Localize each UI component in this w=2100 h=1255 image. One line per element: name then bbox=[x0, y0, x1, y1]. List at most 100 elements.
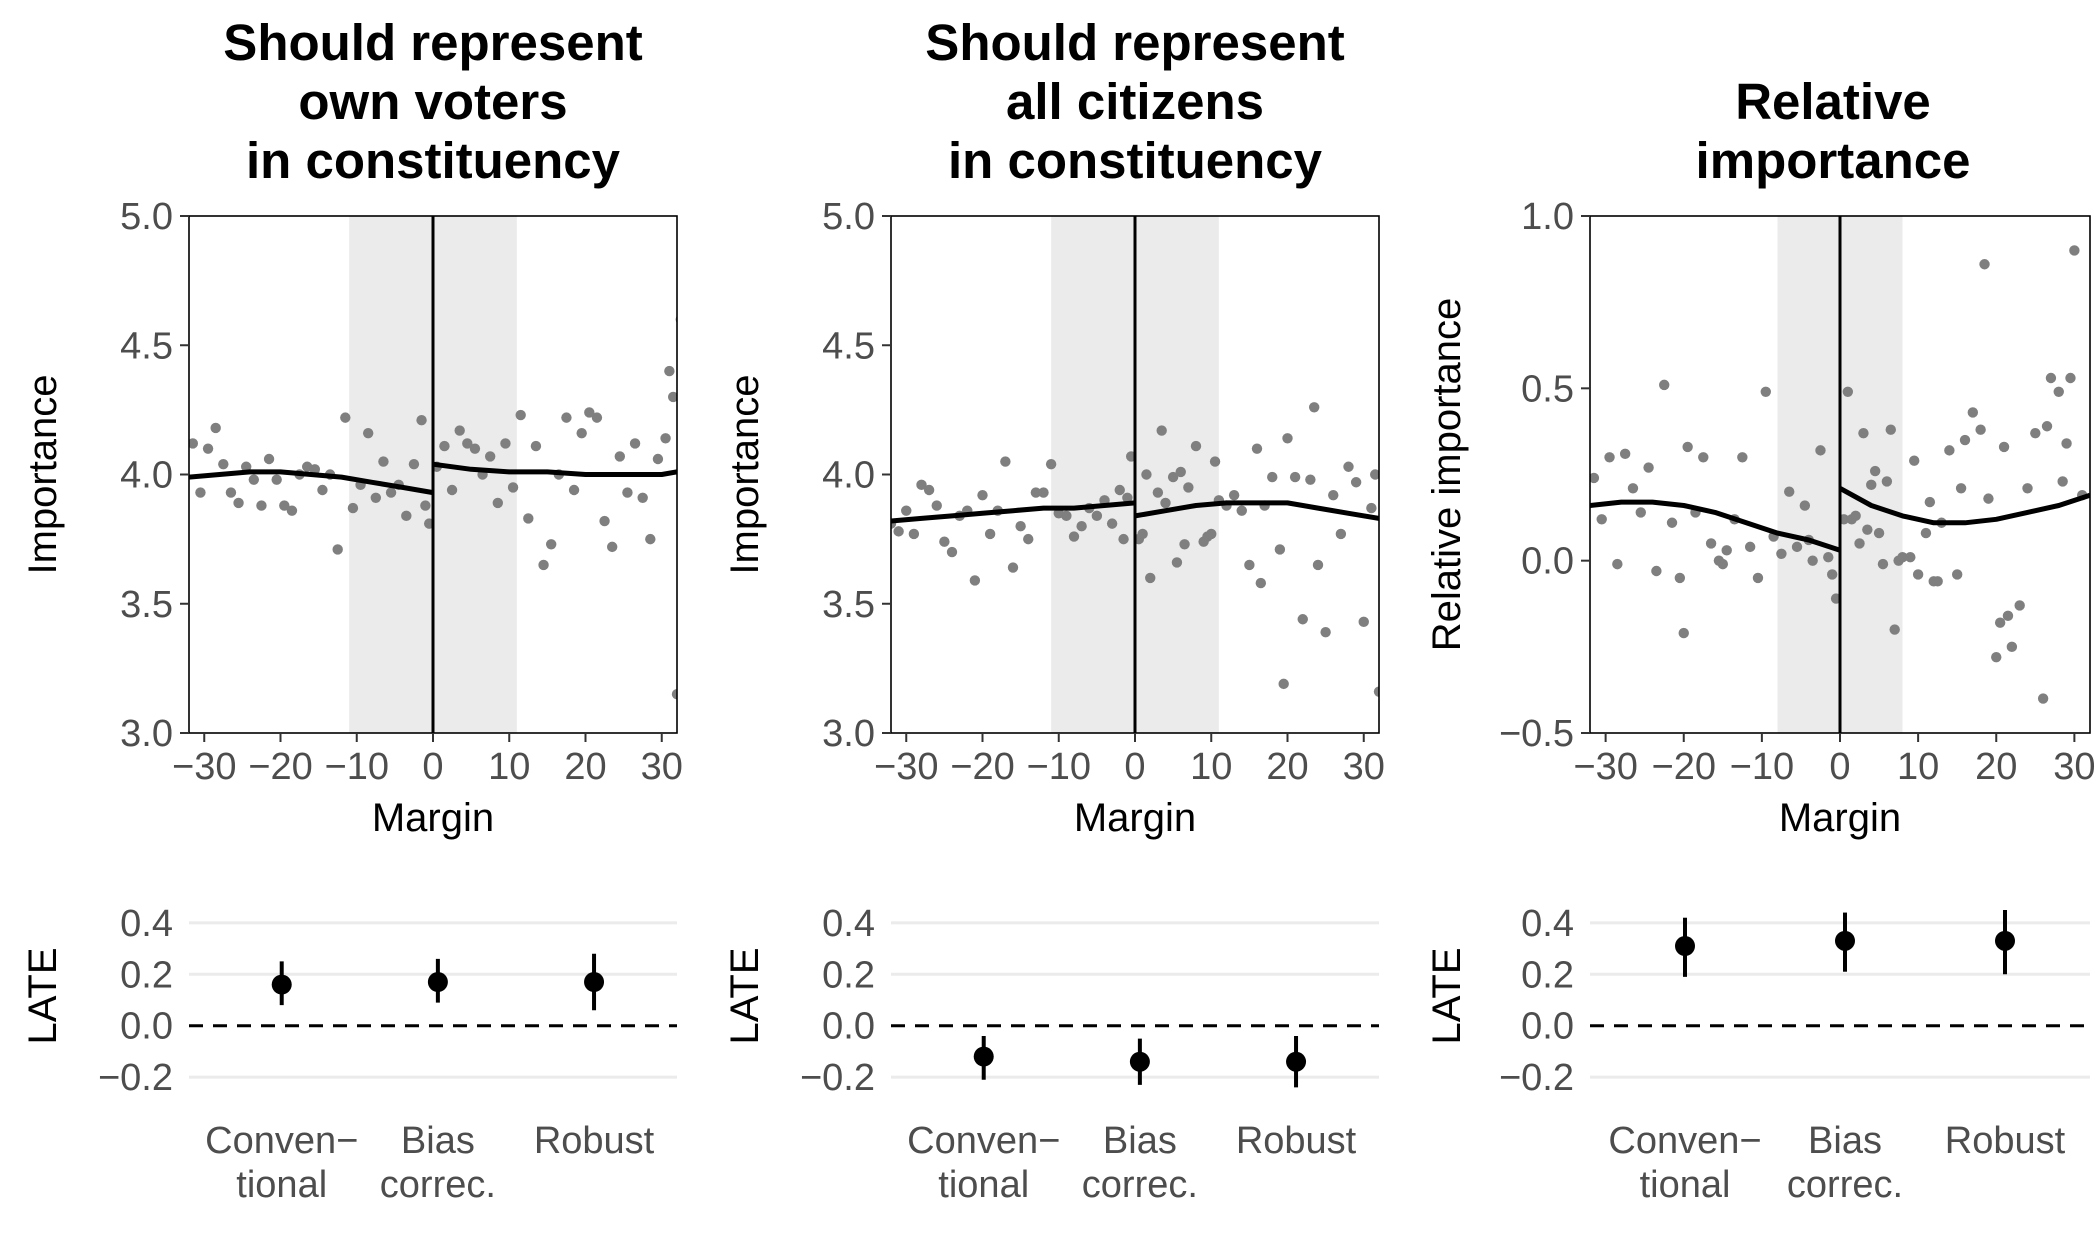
y-tick-label: 4.0 bbox=[120, 455, 173, 497]
y-axis-label: Importance bbox=[723, 374, 767, 574]
scatter-point bbox=[1190, 440, 1202, 452]
scatter-point bbox=[1282, 433, 1293, 444]
scatter-point bbox=[1627, 483, 1639, 494]
scatter-point bbox=[1604, 452, 1615, 463]
late-y-axis-label: LATE bbox=[21, 947, 65, 1044]
scatter-point bbox=[901, 505, 912, 516]
scatter-point bbox=[1244, 559, 1255, 571]
y-tick-label: 3.0 bbox=[822, 713, 875, 755]
scatter-point bbox=[2037, 693, 2049, 704]
x-tick-label: −30 bbox=[172, 746, 236, 788]
scatter-point bbox=[469, 443, 481, 454]
scatter-point bbox=[1179, 539, 1190, 550]
scatter-point bbox=[916, 479, 927, 491]
scatter-point bbox=[309, 464, 321, 475]
late-category-label: correc. bbox=[380, 1164, 496, 1206]
x-tick-label: −20 bbox=[1652, 746, 1716, 788]
scatter-point bbox=[561, 412, 572, 423]
x-axis-label: Margin bbox=[372, 796, 494, 840]
scatter-point bbox=[500, 438, 511, 449]
y-axis-label: Relative importance bbox=[1425, 298, 1469, 652]
panel-title-line: in constituency bbox=[246, 132, 621, 189]
scatter-point bbox=[2053, 386, 2064, 397]
panel-title-line: all citizens bbox=[1006, 73, 1264, 130]
panel-title-line: Should represent bbox=[223, 14, 642, 71]
scatter-point bbox=[1251, 443, 1263, 454]
scatter-point bbox=[1776, 548, 1787, 559]
scatter-point bbox=[1877, 558, 1889, 570]
x-tick-label: 30 bbox=[2053, 746, 2095, 788]
scatter-point bbox=[2057, 476, 2068, 487]
scatter-point bbox=[946, 546, 958, 558]
fit-lines bbox=[189, 461, 677, 496]
x-tick-label: −30 bbox=[1573, 746, 1637, 788]
x-tick-label: 20 bbox=[1266, 746, 1308, 788]
scatter-point bbox=[1289, 471, 1301, 483]
scatter-point bbox=[1335, 528, 1347, 540]
scatter-point bbox=[1590, 472, 1600, 484]
scatter-point bbox=[1944, 445, 1955, 456]
scatter-point bbox=[1045, 458, 1057, 470]
scatter-point bbox=[1007, 562, 1019, 573]
scatter-point bbox=[1145, 572, 1156, 584]
y-tick-label: 5.0 bbox=[120, 196, 173, 238]
scatter-point bbox=[1236, 505, 1247, 516]
scatter-point bbox=[1596, 514, 1607, 525]
scatter-point bbox=[1998, 441, 2010, 453]
y-tick-label: 4.5 bbox=[120, 325, 173, 367]
scatter-point bbox=[614, 451, 626, 462]
scatter-point bbox=[1141, 469, 1152, 480]
scatter-point bbox=[1854, 538, 1865, 549]
scatter-point bbox=[1682, 441, 1693, 453]
scatter-point bbox=[1106, 518, 1118, 529]
scatter-point bbox=[1076, 521, 1087, 532]
scatter-point bbox=[1873, 527, 1885, 539]
y-tick-label: 3.0 bbox=[120, 713, 173, 755]
x-axis-label: Margin bbox=[1779, 796, 1901, 840]
scatter-point bbox=[1297, 614, 1308, 625]
scatter-point bbox=[1255, 577, 1267, 589]
scatter-point bbox=[2065, 372, 2076, 384]
panel-title-line: Should represent bbox=[925, 14, 1344, 71]
scatter-point bbox=[1343, 461, 1354, 472]
scatter-point bbox=[286, 505, 298, 516]
scatter-point bbox=[1651, 565, 1662, 577]
scatter-point bbox=[923, 484, 935, 496]
late-y-axis-label: LATE bbox=[1425, 947, 1469, 1044]
scatter-point bbox=[1826, 569, 1838, 580]
panel-title-line: Relative bbox=[1735, 73, 1931, 130]
late-estimate-point bbox=[1835, 930, 1855, 951]
late-category-label: Robust bbox=[534, 1120, 655, 1162]
scatter-point bbox=[462, 438, 473, 449]
scatter-point bbox=[908, 528, 920, 540]
scatter-point bbox=[1791, 541, 1803, 553]
scatter-points bbox=[189, 315, 677, 700]
scatter-point bbox=[1358, 616, 1369, 628]
scatter-point bbox=[256, 500, 267, 511]
scatter-point bbox=[340, 412, 351, 423]
late-category-label: tional bbox=[938, 1164, 1029, 1206]
scatter-point bbox=[1889, 624, 1900, 635]
scatter-point bbox=[1023, 533, 1034, 545]
panel-title-line: own voters bbox=[298, 73, 567, 130]
scatter-point bbox=[2022, 483, 2033, 494]
scatter-point bbox=[984, 528, 996, 540]
scatter-point bbox=[1881, 476, 1893, 487]
scatter-point bbox=[1312, 559, 1324, 571]
late-estimate-point bbox=[973, 1046, 994, 1067]
scatter-point bbox=[279, 500, 290, 511]
scatter-point bbox=[1823, 552, 1834, 563]
scatter-point bbox=[1909, 455, 1920, 466]
late-estimate-point bbox=[271, 974, 292, 995]
scatter-point bbox=[568, 484, 580, 496]
late-category-label: correc. bbox=[1787, 1164, 1903, 1206]
scatter-point bbox=[484, 451, 496, 462]
late-category-label: Robust bbox=[1945, 1120, 2066, 1162]
scatter-point bbox=[931, 500, 942, 511]
scatter-point bbox=[195, 487, 206, 498]
scatter-point bbox=[1869, 465, 1881, 477]
scatter-point bbox=[1267, 471, 1278, 483]
scatter-point bbox=[1752, 572, 1764, 584]
